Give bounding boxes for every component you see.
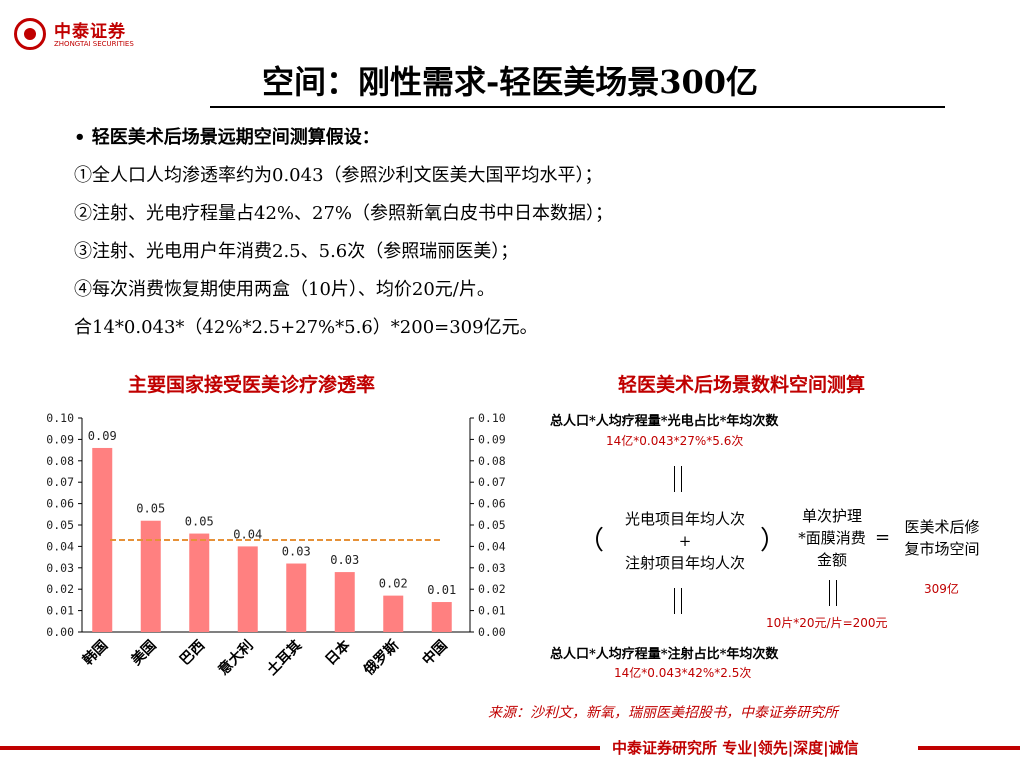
assumption-item: ②注射、光电疗程量占42%、27%（参照新氧白皮书中日本数据）； bbox=[74, 203, 614, 224]
logo-subtitle: ZHONGTAI SECURITIES bbox=[54, 40, 134, 48]
source-note: 来源：沙利文，新氧，瑞丽医美招股书，中泰证券研究所 bbox=[488, 705, 838, 721]
data-label: 0.03 bbox=[282, 545, 311, 559]
bar bbox=[383, 595, 404, 632]
assumption-list: • 轻医美术后场景远期空间测算假设： ①全人口人均渗透率约为0.043（参照沙利… bbox=[74, 119, 954, 347]
y-tick-label-right: 0.05 bbox=[478, 518, 506, 532]
logo: 中泰证券 ZHONGTAI SECURITIES bbox=[14, 14, 154, 54]
data-label: 0.04 bbox=[233, 527, 262, 541]
bar bbox=[334, 572, 355, 632]
y-tick-label-right: 0.06 bbox=[478, 497, 506, 511]
y-tick-label-right: 0.03 bbox=[478, 561, 506, 575]
assumption-item: ④每次消费恢复期使用两盒（10片）、均价20元/片。 bbox=[74, 279, 495, 300]
formula-line-photoelectric: 光电项目年均人次 bbox=[624, 510, 745, 528]
y-tick-label: 0.09 bbox=[46, 432, 74, 446]
category-label: 中国 bbox=[419, 637, 451, 669]
formula-plus: + bbox=[678, 532, 692, 550]
assumption-item: ③注射、光电用户年消费2.5、5.6次（参照瑞丽医美）； bbox=[74, 241, 519, 262]
data-label: 0.02 bbox=[379, 577, 408, 591]
y-tick-label-right: 0.04 bbox=[478, 539, 506, 553]
formula-mid-top: 单次护理 bbox=[801, 507, 862, 525]
y-tick-label: 0.04 bbox=[46, 539, 74, 553]
category-label: 土耳其 bbox=[263, 637, 305, 679]
formula-equals: = bbox=[875, 527, 891, 548]
y-tick-label: 0.03 bbox=[46, 561, 74, 575]
y-tick-label-right: 0.07 bbox=[478, 475, 506, 489]
data-label: 0.05 bbox=[136, 502, 165, 516]
category-label: 巴西 bbox=[177, 638, 208, 669]
title-divider bbox=[210, 106, 945, 108]
assumption-item: ①全人口人均渗透率约为0.043（参照沙利文医美大国平均水平）； bbox=[74, 165, 603, 186]
penetration-bar-chart: 0.00 0.00 0.01 0.01 0.02 0.02 0.03 0.03 0.04 0.04… bbox=[46, 411, 506, 679]
formula-result-block: 医美术后修 复市场空间 bbox=[896, 516, 988, 560]
formula-top-values: 14亿*0.043*27%*5.6次 bbox=[606, 434, 744, 448]
bar bbox=[431, 602, 452, 632]
logo-name: 中泰证券 bbox=[54, 22, 126, 42]
double-bar-connector bbox=[829, 580, 837, 606]
bar bbox=[189, 533, 210, 632]
data-label: 0.03 bbox=[330, 553, 359, 567]
bar bbox=[286, 563, 307, 632]
y-tick-label: 0.02 bbox=[46, 582, 74, 596]
formula-left-paren: （ bbox=[578, 526, 605, 556]
y-tick-label-right: 0.02 bbox=[478, 582, 506, 596]
category-label: 俄罗斯 bbox=[360, 637, 402, 679]
y-tick-label: 0.01 bbox=[46, 604, 74, 618]
logo-mark-icon bbox=[14, 18, 46, 50]
y-tick-label: 0.05 bbox=[46, 518, 74, 532]
category-label: 美国 bbox=[128, 637, 160, 669]
category-label: 日本 bbox=[322, 636, 355, 669]
formula-result-line2: 复市场空间 bbox=[904, 540, 980, 558]
footer-text: 中泰证券研究所 专业|领先|深度|诚信 bbox=[612, 739, 859, 757]
formula-mid-bot: 金额 bbox=[816, 551, 847, 569]
y-tick-label-right: 0.09 bbox=[478, 432, 506, 446]
footer-rule-left bbox=[0, 746, 600, 750]
double-bar-connector bbox=[674, 466, 682, 492]
category-label: 韩国 bbox=[79, 637, 111, 669]
formula-unit-cost-block: 单次护理 *面膜消费 金额 bbox=[786, 505, 878, 571]
formula-line-injection: 注射项目年均人次 bbox=[624, 554, 745, 572]
y-tick-label: 0.00 bbox=[46, 625, 74, 639]
bar bbox=[92, 447, 113, 632]
y-tick-label-right: 0.01 bbox=[478, 604, 506, 618]
formula-right-paren: ） bbox=[760, 526, 787, 556]
y-tick-label-right: 0.10 bbox=[478, 411, 506, 425]
assumption-heading: • 轻医美术后场景远期空间测算假设： bbox=[74, 127, 380, 148]
formula-top-caption: 总人口*人均疗程量*光电占比*年均次数 bbox=[550, 414, 779, 429]
data-label: 0.01 bbox=[427, 583, 456, 597]
y-tick-label: 0.07 bbox=[46, 475, 74, 489]
data-label: 0.09 bbox=[88, 429, 117, 443]
y-tick-label-right: 0.00 bbox=[478, 625, 506, 639]
formula-sum-block: 光电项目年均人次 + 注射项目年均人次 bbox=[600, 508, 770, 574]
formula-mid-values: 10片*20元/片=200元 bbox=[766, 616, 888, 630]
formula-title: 轻医美术后场景数料空间测算 bbox=[618, 374, 866, 396]
footer-rule-right bbox=[918, 746, 1020, 750]
bar bbox=[237, 546, 258, 632]
y-tick-label: 0.08 bbox=[46, 454, 74, 468]
formula-result-line1: 医美术后修 bbox=[904, 518, 980, 536]
formula-bottom-caption: 总人口*人均疗程量*注射占比*年均次数 bbox=[550, 647, 779, 662]
data-label: 0.05 bbox=[185, 515, 214, 529]
formula-bottom-values: 14亿*0.043*42%*2.5次 bbox=[614, 666, 752, 680]
assumption-total: 合14*0.043*（42%*2.5+27%*5.6）*200=309亿元。 bbox=[74, 317, 538, 338]
category-label: 意大利 bbox=[215, 637, 257, 679]
page-title: 空间：刚性需求-轻医美场景300亿 bbox=[261, 63, 759, 101]
y-tick-label-right: 0.08 bbox=[478, 454, 506, 468]
bar bbox=[140, 520, 161, 632]
formula-result-value: 309亿 bbox=[924, 582, 959, 596]
y-tick-label: 0.10 bbox=[46, 411, 74, 425]
chart-title: 主要国家接受医美诊疗渗透率 bbox=[128, 374, 376, 396]
formula-mid-mid: *面膜消费 bbox=[798, 529, 866, 547]
double-bar-connector bbox=[674, 588, 682, 614]
y-tick-label: 0.06 bbox=[46, 497, 74, 511]
